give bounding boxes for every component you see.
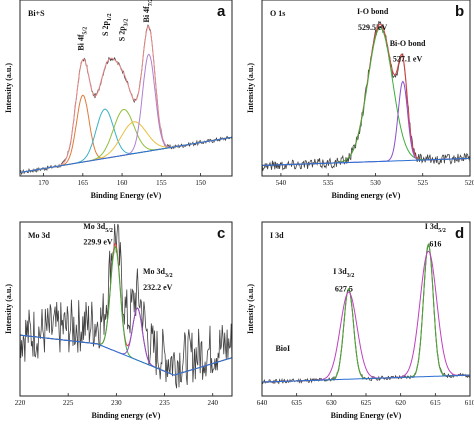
- chart-panel-a: 170 165 160 155 150 Binding Energy (eV) Intens…: [4, 0, 233, 200]
- x-tick-label: 635: [291, 399, 302, 407]
- x-tick-label: 220: [15, 399, 26, 407]
- x-tick-label: 150: [195, 179, 206, 187]
- x-tick-label: 620: [395, 399, 406, 407]
- x-ticks: 170 165 160 155 150: [38, 173, 206, 187]
- annotation-label: 229.9 eV: [83, 238, 113, 247]
- x-tick-label: 540: [276, 179, 287, 187]
- annotation-label: 232.2 eV: [143, 283, 173, 292]
- y-axis-label: Intensity (a.u.): [4, 63, 13, 113]
- x-tick-label: 230: [111, 399, 122, 407]
- x-tick-label: 640: [257, 399, 268, 407]
- plot-frame: [19, 0, 233, 177]
- annotation-label: Bi 4f5/2: [77, 27, 89, 51]
- x-tick-label: 155: [156, 179, 167, 187]
- y-axis-label: Intensity (a.u.): [4, 284, 13, 334]
- x-axis-label: Binding Energy (eV): [331, 411, 402, 420]
- series-line-baseline: [20, 334, 232, 376]
- x-tick-label: 225: [63, 399, 74, 407]
- annotation-label: I 3d5/2: [425, 222, 446, 234]
- chart-title: I 3d: [270, 231, 284, 240]
- series-line-baseline: [262, 374, 470, 383]
- annotation-label: 527.1 eV: [393, 55, 423, 64]
- chart-title: O 1s: [270, 9, 285, 18]
- annotation-label: 616: [429, 239, 441, 248]
- x-tick-label: 170: [38, 179, 49, 187]
- plot-frame: [19, 221, 233, 397]
- x-tick-label: 240: [207, 399, 218, 407]
- annotation-label: Mo 3d5/2: [83, 222, 113, 234]
- chart-panel-d: 640 635 630 625 620 615 610 Binding Energy (eV)…: [246, 221, 474, 420]
- x-tick-label: 165: [78, 179, 89, 187]
- annotation-label: 627.5: [335, 285, 353, 294]
- series-line-raw: [20, 223, 232, 389]
- x-tick-label: 630: [326, 399, 337, 407]
- annotation-subscript: 5/2: [83, 27, 89, 35]
- annotation-label: S 2p1/2: [101, 13, 113, 36]
- series-line-baseline: [262, 157, 470, 166]
- panel-label: c: [217, 225, 225, 242]
- x-tick-label: 520: [465, 179, 474, 187]
- series-line-baseline: [20, 136, 232, 173]
- chart-panel-b: 540 535 530 525 520 Binding energy (eV) Intens…: [246, 0, 474, 200]
- x-axis-label: Binding energy (eV): [92, 411, 161, 420]
- annotation-subscript: 7/2: [148, 0, 154, 6]
- chart-title: Bi+S: [28, 9, 45, 18]
- y-axis-label: Intensity (a.u.): [246, 63, 255, 113]
- x-tick-label: 525: [417, 179, 428, 187]
- annotation-label: Bi 4f7/2: [142, 0, 154, 23]
- series-line-peak: [262, 243, 470, 383]
- annotation-subscript: 1/2: [107, 13, 113, 21]
- annotation-subscript: 5/2: [105, 228, 113, 234]
- annotation-label: BioI: [275, 344, 290, 353]
- y-axis-label: Intensity (a.u.): [246, 284, 255, 334]
- x-tick-label: 610: [465, 399, 474, 407]
- x-ticks: 540 535 530 525 520: [276, 173, 474, 187]
- x-axis-label: Binding energy (eV): [332, 191, 401, 200]
- x-tick-label: 160: [117, 179, 128, 187]
- plot-frame: [261, 0, 471, 177]
- series-line-raw: [262, 21, 470, 171]
- annotation-subscript: 3/2: [123, 19, 129, 27]
- x-ticks: 220 225 230 235 240: [15, 393, 218, 407]
- annotation-label: Mo 3d3/2: [143, 267, 173, 279]
- x-axis-label: Binding Energy (eV): [91, 191, 162, 200]
- x-tick-label: 530: [370, 179, 381, 187]
- panel-label: b: [455, 3, 464, 20]
- annotation-subscript: 3/2: [165, 273, 173, 279]
- panel-label: d: [455, 225, 464, 242]
- annotation-subscript: 3/2: [347, 273, 355, 279]
- x-tick-label: 535: [323, 179, 334, 187]
- series-line-peak: [20, 94, 232, 173]
- x-tick-label: 235: [159, 399, 170, 407]
- annotation-label: Bi-O bond: [390, 39, 426, 48]
- chart-panel-c: 220 225 230 235 240 Binding energy (eV) Intens…: [4, 221, 233, 420]
- x-tick-label: 615: [430, 399, 441, 407]
- series-line-raw: [20, 24, 232, 176]
- annotation-label: I-O bond: [357, 7, 389, 16]
- annotation-label: S 2p3/2: [117, 19, 129, 42]
- series-line-fit: [20, 25, 232, 173]
- annotation-subscript: 5/2: [438, 228, 446, 234]
- panel-label: a: [217, 3, 226, 20]
- x-ticks: 640 635 630 625 620 615 610: [257, 393, 474, 407]
- annotation-label: I 3d3/2: [333, 267, 354, 279]
- series-line-peak: [20, 121, 232, 173]
- chart-title: Mo 3d: [28, 231, 51, 240]
- annotation-label: 529.5 eV: [358, 23, 388, 32]
- series-line-peak: [262, 27, 470, 166]
- x-tick-label: 625: [361, 399, 372, 407]
